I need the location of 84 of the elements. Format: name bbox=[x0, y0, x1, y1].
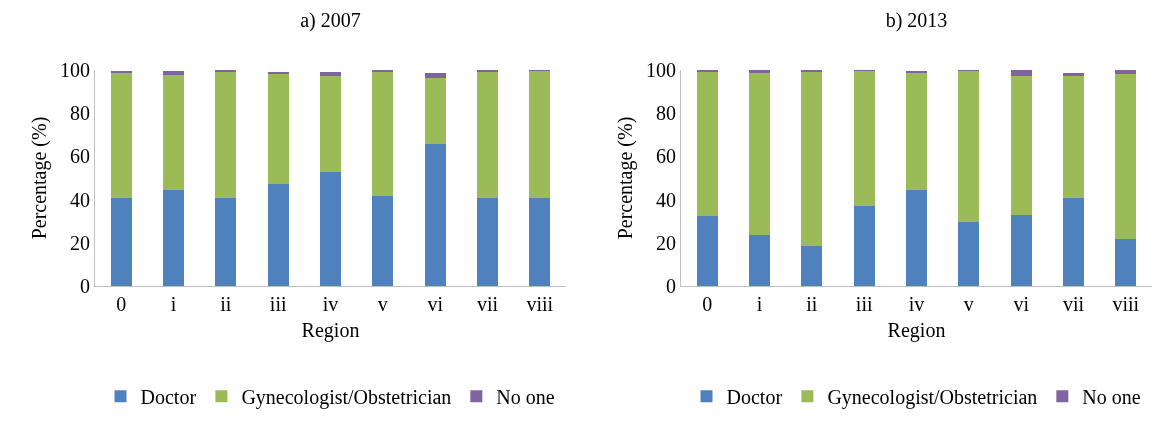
y-tick-label: 20 bbox=[70, 231, 90, 254]
bar bbox=[163, 190, 184, 286]
bar bbox=[372, 71, 394, 196]
x-tick-label: vii bbox=[1062, 293, 1085, 315]
x-tick-label: iv bbox=[322, 293, 339, 315]
y-tick-label: 60 bbox=[70, 145, 90, 168]
y-tick-label: 60 bbox=[656, 145, 676, 168]
bar bbox=[529, 70, 551, 199]
bar bbox=[163, 74, 184, 191]
bar bbox=[424, 73, 446, 78]
bar bbox=[110, 198, 132, 286]
bar bbox=[749, 72, 770, 235]
legend-label: Doctor bbox=[140, 386, 197, 409]
bar bbox=[110, 72, 132, 199]
x-tick-label: viii bbox=[1112, 293, 1140, 315]
legend-label: No one bbox=[1082, 386, 1141, 409]
bar bbox=[215, 71, 237, 198]
x-tick-label: ii bbox=[220, 293, 232, 315]
bar bbox=[801, 71, 823, 247]
bar bbox=[372, 195, 394, 286]
y-tick-label: 0 bbox=[666, 275, 676, 297]
bar bbox=[529, 198, 551, 286]
y-axis-title: Percentage (%) bbox=[27, 116, 51, 240]
bar bbox=[320, 75, 341, 172]
x-tick-label: vi bbox=[1013, 293, 1030, 315]
bar bbox=[1063, 76, 1084, 199]
bar bbox=[958, 70, 980, 222]
bar bbox=[424, 77, 446, 145]
x-tick-label: viii bbox=[526, 293, 554, 315]
x-tick-label: v bbox=[377, 293, 388, 315]
y-tick-label: 80 bbox=[656, 102, 676, 125]
bar bbox=[215, 197, 237, 286]
x-tick-label: i bbox=[756, 293, 763, 315]
bar bbox=[1010, 214, 1032, 286]
x-tick-label: vii bbox=[476, 293, 499, 315]
y-axis-title: Percentage (%) bbox=[613, 116, 637, 240]
x-tick-label: iii bbox=[855, 293, 873, 315]
y-tick-label: 40 bbox=[70, 188, 90, 211]
x-tick-label: iv bbox=[908, 293, 925, 315]
x-tick-label: 0 bbox=[702, 293, 713, 315]
legend-label: No one bbox=[496, 386, 555, 409]
x-tick-label: iii bbox=[269, 293, 287, 315]
bar bbox=[320, 72, 341, 76]
bar bbox=[424, 144, 446, 286]
bar bbox=[477, 198, 498, 286]
chart-title: a) 2007 bbox=[300, 8, 361, 32]
bar bbox=[267, 73, 289, 185]
y-tick-label: 0 bbox=[80, 275, 90, 297]
bar bbox=[696, 71, 718, 216]
x-tick-label: v bbox=[963, 293, 974, 315]
bar bbox=[477, 72, 498, 199]
bar bbox=[801, 246, 823, 286]
bar bbox=[906, 190, 927, 286]
bar bbox=[163, 71, 184, 75]
y-tick-label: 40 bbox=[656, 188, 676, 211]
x-tick-label: ii bbox=[806, 293, 818, 315]
bar bbox=[1010, 70, 1032, 76]
bar bbox=[320, 171, 341, 286]
x-tick-label: vi bbox=[427, 293, 444, 315]
bar bbox=[853, 70, 875, 207]
bar bbox=[906, 72, 927, 191]
y-tick-label: 100 bbox=[60, 59, 90, 81]
x-axis-title: Region bbox=[301, 318, 360, 342]
legend-label: Gynecologist/Obstetrician bbox=[241, 386, 452, 410]
x-axis-title: Region bbox=[887, 318, 946, 342]
y-tick-label: 20 bbox=[656, 231, 676, 254]
x-tick-label: 0 bbox=[116, 293, 127, 315]
bar bbox=[853, 206, 875, 286]
bar bbox=[696, 215, 718, 286]
bar bbox=[958, 221, 980, 286]
bar bbox=[1063, 198, 1084, 286]
y-tick-label: 80 bbox=[70, 102, 90, 125]
bar bbox=[1115, 239, 1137, 286]
legend-label: Doctor bbox=[726, 386, 783, 409]
y-tick-label: 100 bbox=[646, 59, 676, 81]
bar bbox=[1115, 73, 1137, 240]
bar bbox=[749, 70, 770, 73]
bar bbox=[749, 234, 770, 286]
chart-title: b) 2013 bbox=[885, 8, 948, 32]
legend-label: Gynecologist/Obstetrician bbox=[827, 386, 1038, 410]
bar bbox=[267, 184, 289, 286]
bar bbox=[1115, 70, 1137, 74]
x-tick-label: i bbox=[170, 293, 177, 315]
bar bbox=[1010, 75, 1032, 215]
